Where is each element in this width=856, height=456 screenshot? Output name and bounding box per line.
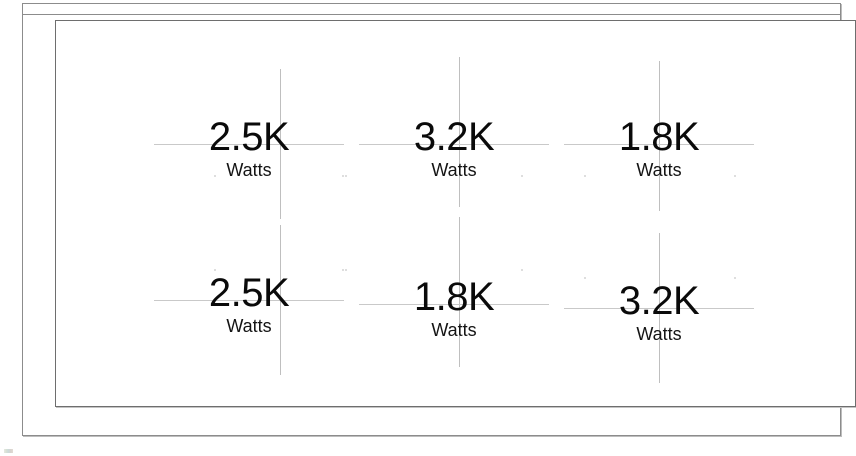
kpi-unit-label: Watts bbox=[636, 324, 682, 344]
outer-window-frame: 2.5K Watts 3.2K Watts bbox=[22, 3, 856, 436]
kpi-value: 3.2K bbox=[618, 279, 700, 323]
kpi-value: 3.2K bbox=[413, 115, 495, 159]
kpi-unit-label: Watts bbox=[226, 160, 272, 180]
kpi-unit-label: Watts bbox=[636, 160, 682, 180]
cell-corner-dot bbox=[342, 175, 344, 177]
crosshair-horizontal-icon bbox=[154, 144, 344, 145]
kpi-value: 2.5K bbox=[208, 115, 290, 159]
kpi-cell[interactable]: 1.8K Watts bbox=[345, 217, 549, 367]
cell-corner-dot bbox=[521, 269, 523, 271]
kpi-cell[interactable]: 3.2K Watts bbox=[345, 57, 549, 207]
cell-corner-dot bbox=[584, 277, 586, 279]
crosshair-vertical-icon bbox=[659, 61, 660, 211]
kpi-cell[interactable]: 2.5K Watts bbox=[154, 225, 344, 375]
crosshair-vertical-icon bbox=[459, 217, 460, 367]
cell-corner-dot bbox=[521, 175, 523, 177]
kpi-cell[interactable]: 2.5K Watts bbox=[154, 69, 344, 219]
cell-corner-dot bbox=[342, 269, 344, 271]
content-panel: 2.5K Watts 3.2K Watts bbox=[55, 20, 856, 407]
canvas-artifact bbox=[4, 449, 13, 453]
crosshair-horizontal-icon bbox=[154, 300, 344, 301]
cell-corner-dot bbox=[734, 175, 736, 177]
crosshair-vertical-icon bbox=[459, 57, 460, 207]
cell-corner-dot bbox=[584, 175, 586, 177]
kpi-unit-label: Watts bbox=[226, 316, 272, 336]
kpi-grid: 2.5K Watts 3.2K Watts bbox=[56, 21, 855, 406]
kpi-cell[interactable]: 3.2K Watts bbox=[564, 233, 754, 383]
kpi-unit-label: Watts bbox=[431, 160, 477, 180]
cell-corner-dot bbox=[345, 175, 347, 177]
cell-corner-dot bbox=[214, 175, 216, 177]
crosshair-horizontal-icon bbox=[359, 304, 549, 305]
crosshair-horizontal-icon bbox=[564, 144, 754, 145]
kpi-cell[interactable]: 1.8K Watts bbox=[564, 61, 754, 211]
cell-corner-dot bbox=[345, 269, 347, 271]
kpi-value: 1.8K bbox=[413, 275, 495, 319]
crosshair-horizontal-icon bbox=[359, 144, 549, 145]
cell-corner-dot bbox=[734, 277, 736, 279]
kpi-value: 2.5K bbox=[208, 271, 290, 315]
cell-corner-dot bbox=[214, 269, 216, 271]
kpi-value: 1.8K bbox=[618, 115, 700, 159]
window-titlebar[interactable] bbox=[23, 4, 840, 15]
kpi-unit-label: Watts bbox=[431, 320, 477, 340]
crosshair-horizontal-icon bbox=[564, 308, 754, 309]
